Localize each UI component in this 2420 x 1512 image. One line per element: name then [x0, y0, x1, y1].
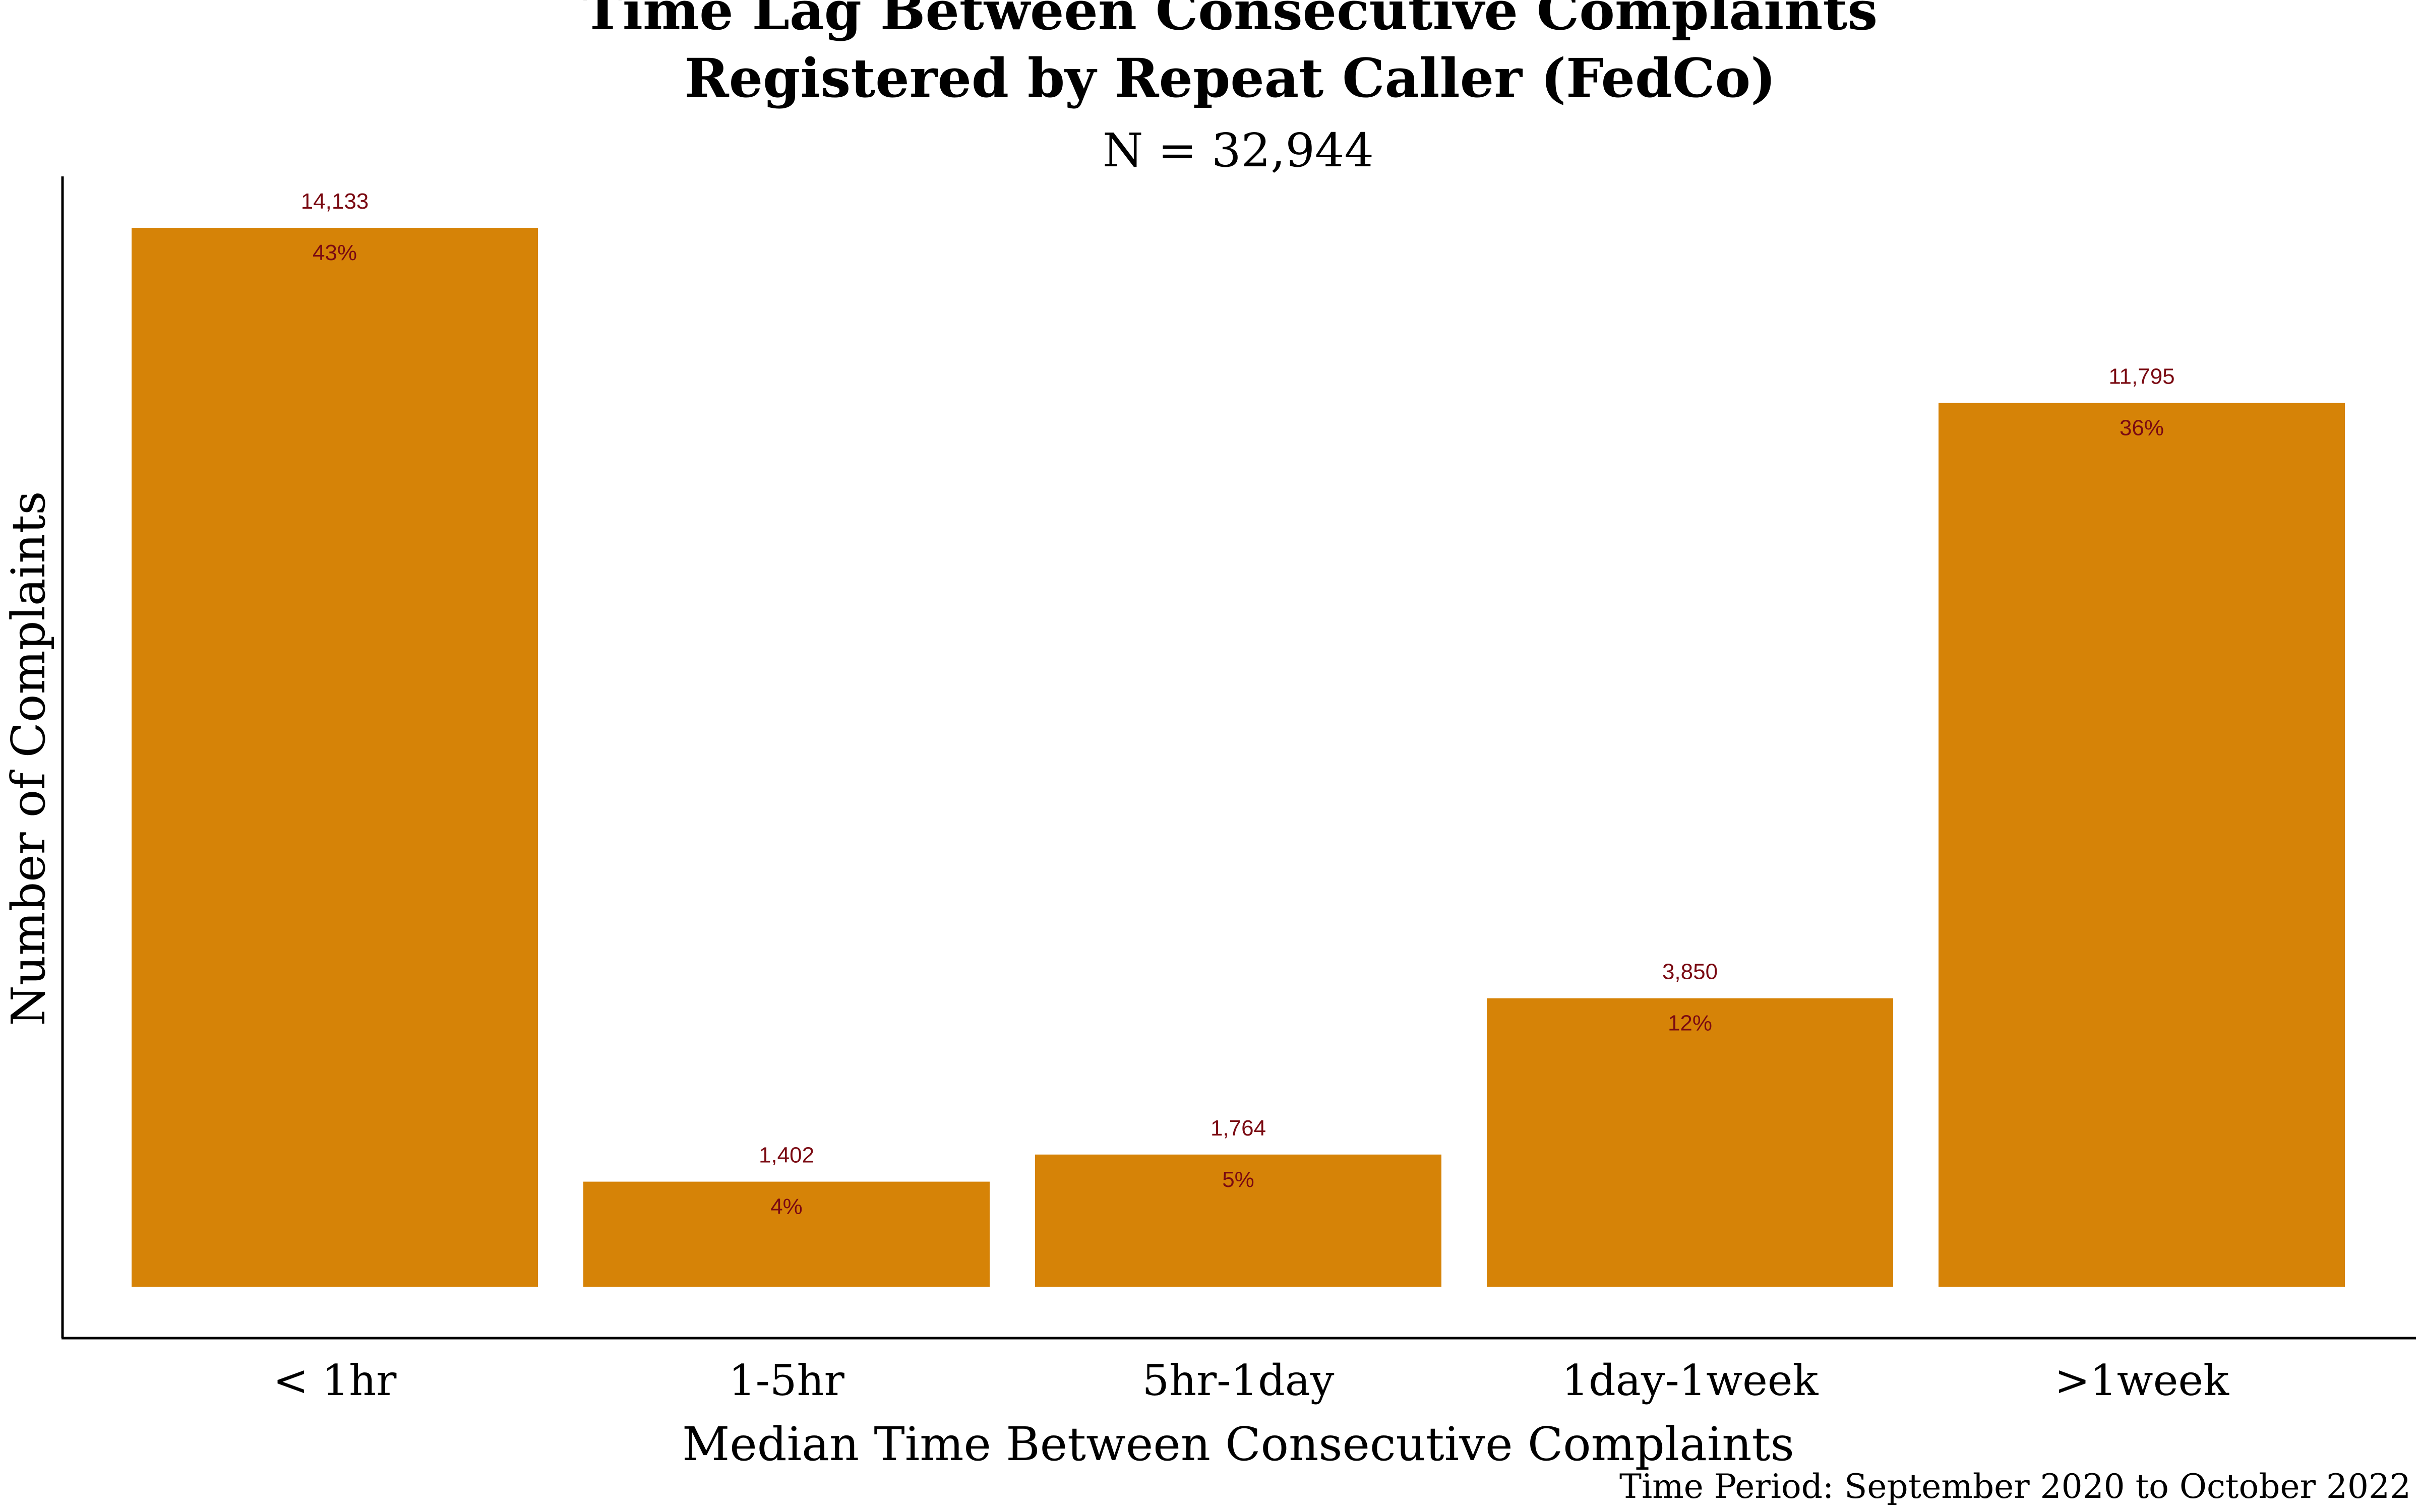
- chart-caption: Time Period: September 2020 to October 2…: [1619, 1467, 2411, 1506]
- bar-1: [583, 1181, 990, 1287]
- bars-layer: [132, 228, 2345, 1287]
- x-tick-labels: < 1hr 1-5hr 5hr-1day 1day-1week >1week: [273, 1356, 2230, 1405]
- data-labels-layer: 14,133 43% 1,402 4% 1,764 5% 3,850 12% 11,795 36%: [301, 189, 2175, 1219]
- x-tick-label-2: 5hr-1day: [1142, 1356, 1335, 1405]
- percent-label-2: 5%: [1222, 1167, 1254, 1192]
- value-label-4: 11,795: [2108, 364, 2174, 389]
- value-label-2: 1,764: [1211, 1116, 1266, 1141]
- bar-4: [1939, 403, 2345, 1287]
- bar-2: [1035, 1154, 1441, 1287]
- percent-label-1: 4%: [770, 1194, 803, 1219]
- value-label-0: 14,133: [301, 189, 369, 214]
- value-label-1: 1,402: [759, 1143, 814, 1168]
- chart-subtitle: N = 32,944: [1103, 123, 1374, 177]
- bar-3: [1487, 998, 1893, 1287]
- percent-label-4: 36%: [2120, 416, 2164, 440]
- y-axis-title: Number of Complaints: [2, 491, 55, 1026]
- chart-title-line-2: Registered by Repeat Caller (FedCo): [685, 46, 1776, 109]
- x-tick-label-1: 1-5hr: [729, 1356, 844, 1405]
- chart-title-line-1: Time Lag Between Consecutive Complaints: [583, 0, 1878, 42]
- x-tick-label-3: 1day-1week: [1562, 1356, 1819, 1405]
- bar-0: [132, 228, 538, 1287]
- x-axis-title: Median Time Between Consecutive Complain…: [682, 1417, 1794, 1471]
- percent-label-3: 12%: [1668, 1011, 1712, 1036]
- value-label-3: 3,850: [1662, 960, 1718, 984]
- x-tick-label-0: < 1hr: [273, 1356, 397, 1405]
- percent-label-0: 43%: [313, 240, 357, 265]
- x-tick-label-4: >1week: [2054, 1356, 2229, 1405]
